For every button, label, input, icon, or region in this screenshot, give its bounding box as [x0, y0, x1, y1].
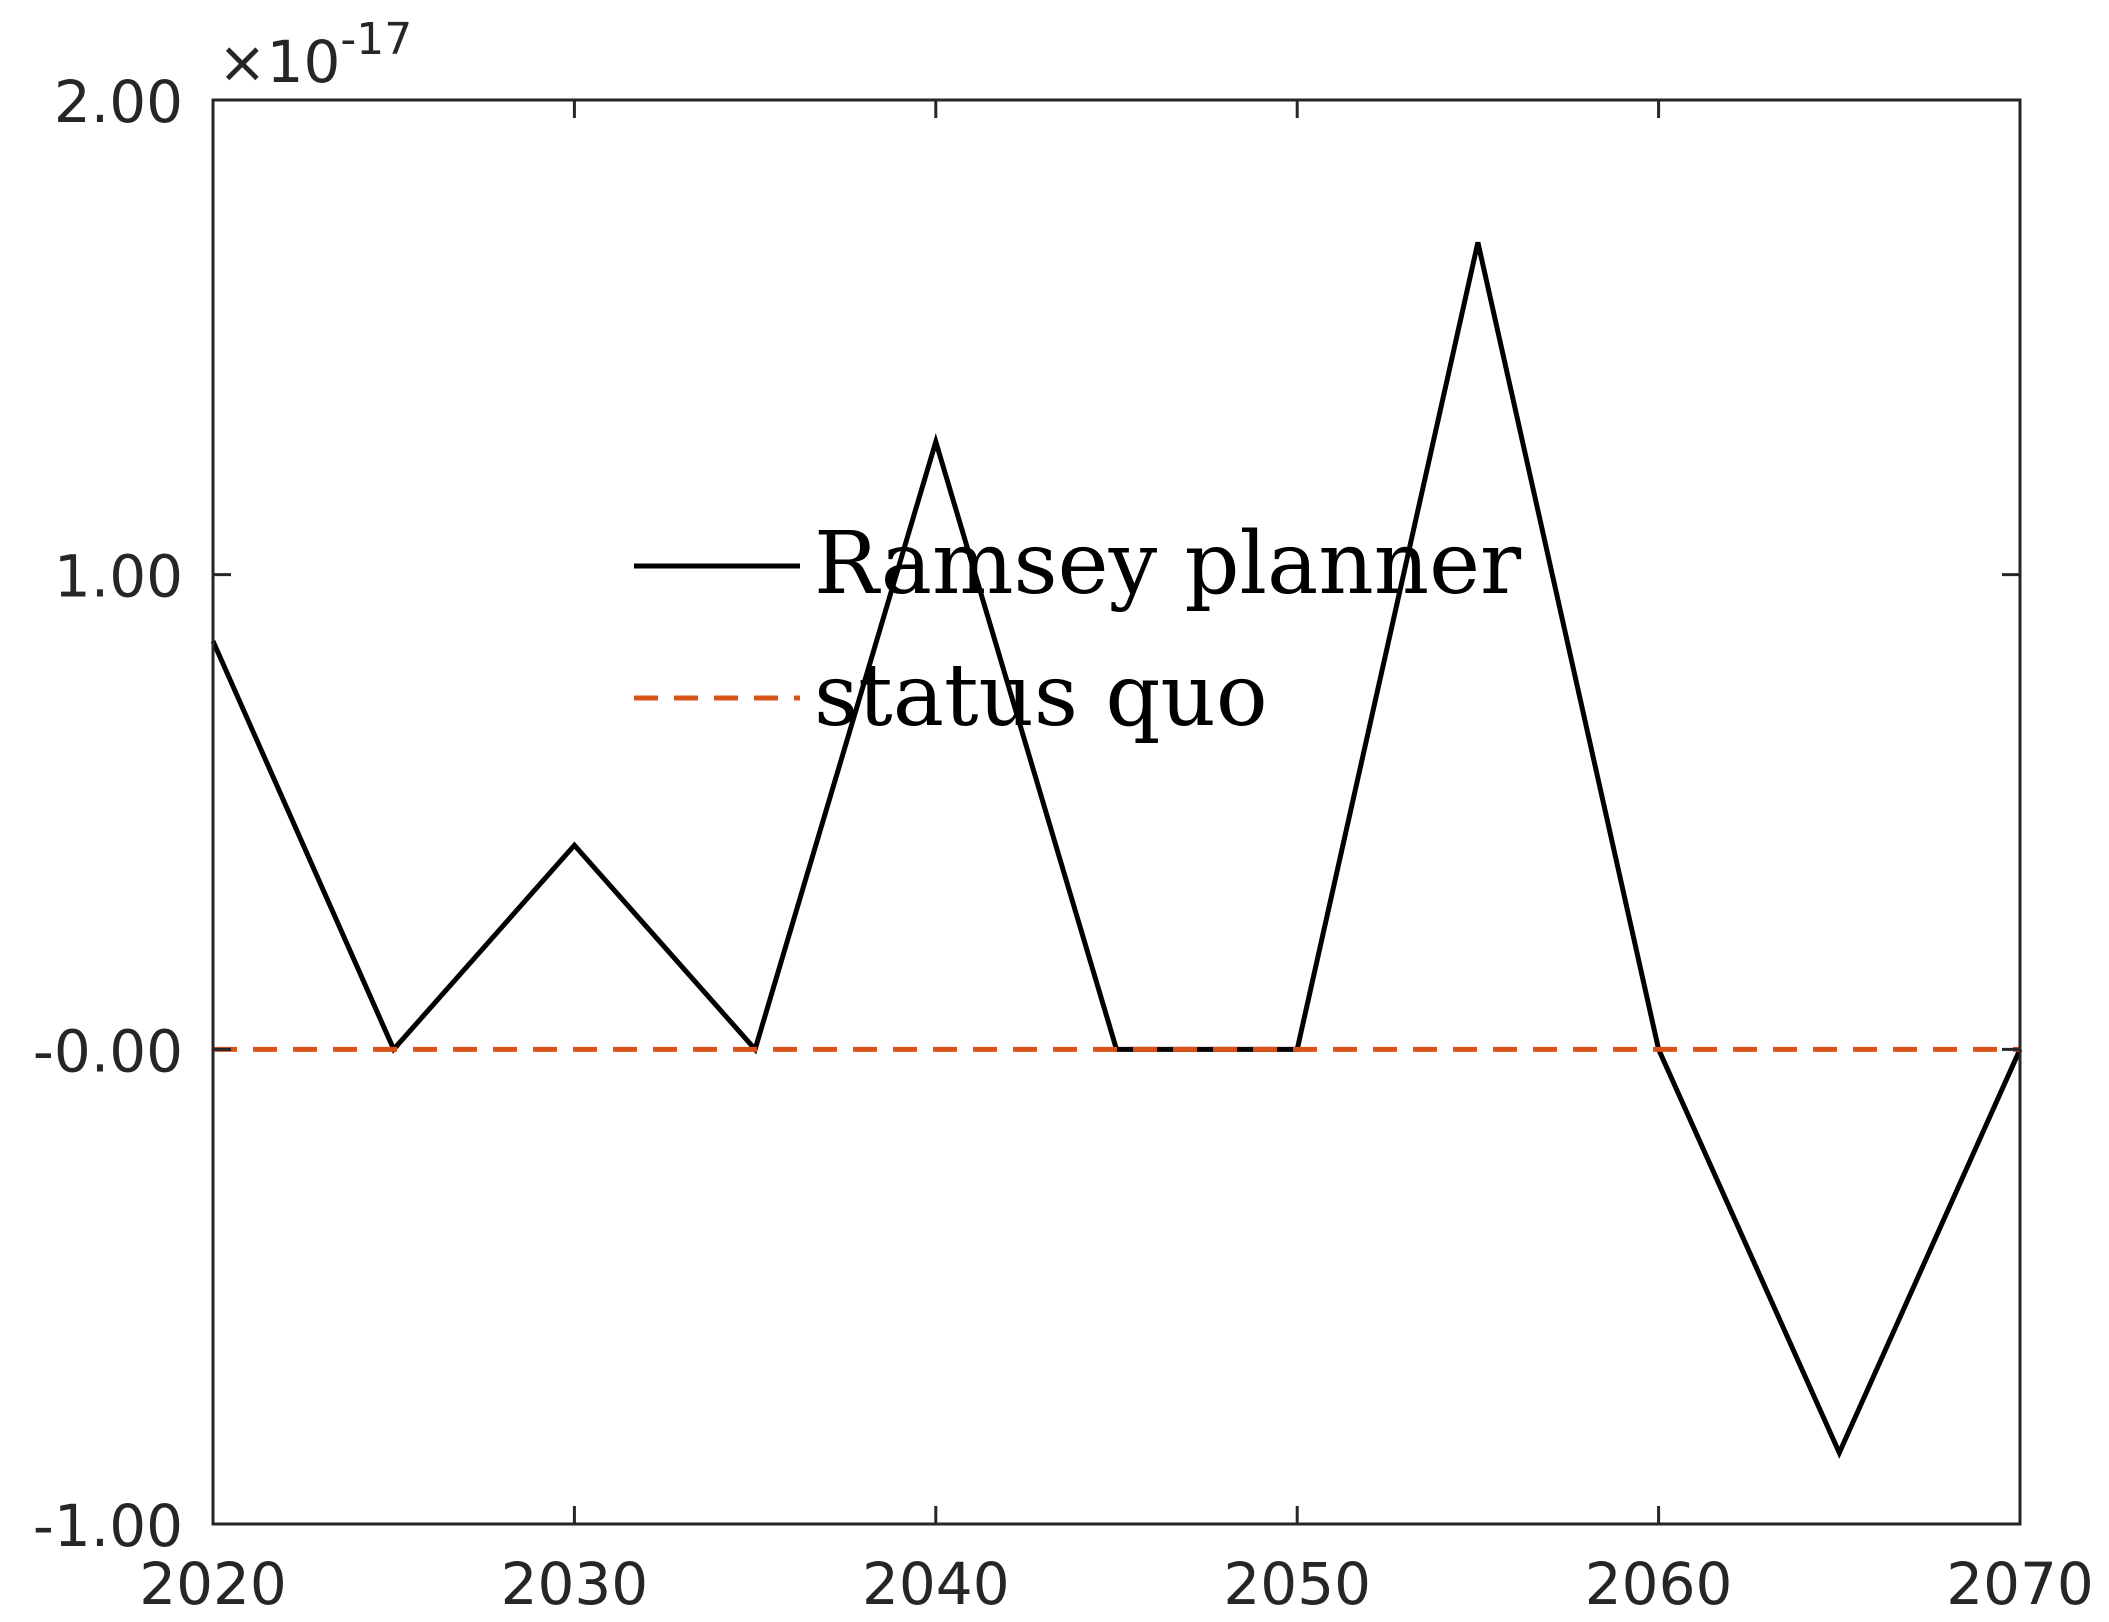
- data-point-status-quo: [755, 1049, 756, 1050]
- x-tick-label: 2050: [1223, 1550, 1371, 1618]
- legend-label-status-quo: status quo: [814, 646, 1268, 746]
- data-point-status-quo: [574, 1049, 575, 1050]
- plot-area: [213, 100, 2020, 1524]
- data-point-status-quo: [1839, 1049, 1840, 1050]
- legend: Ramsey planner status quo: [634, 514, 1522, 746]
- y-tick-label: -1.00: [33, 1492, 183, 1560]
- data-point-status-quo: [1116, 1049, 1117, 1050]
- data-point-status-quo: [393, 1049, 394, 1050]
- data-point-status-quo: [1297, 1049, 1298, 1050]
- y-exponent-label: ×10-17: [218, 14, 412, 96]
- x-tick-label: 2060: [1585, 1550, 1733, 1618]
- legend-label-ramsey-planner: Ramsey planner: [814, 514, 1522, 614]
- data-point-status-quo: [1658, 1049, 1659, 1050]
- y-exponent-superscript: -17: [340, 14, 412, 65]
- y-tick-label: 2.00: [54, 68, 183, 136]
- y-tick-label: 1.00: [54, 543, 183, 611]
- data-point-ramsey-planner: [574, 845, 575, 846]
- series-layer: [210, 241, 2023, 1459]
- data-point-status-quo: [935, 1049, 936, 1050]
- x-tick-label: 2070: [1946, 1550, 2094, 1618]
- x-tick-label: 2030: [501, 1550, 649, 1618]
- axes-box: [211, 98, 2022, 1526]
- y-tick-label: -0.00: [33, 1017, 183, 1085]
- tick-layer: 2020 2030 2040 2050 2060 2070 2.00 1.00 -0.00 -1.…: [33, 68, 2094, 1618]
- data-point-ramsey-planner: [1477, 242, 1478, 243]
- data-point-status-quo: [1477, 1049, 1478, 1050]
- x-tick-label: 2020: [139, 1550, 287, 1618]
- data-point-ramsey-planner: [935, 441, 936, 442]
- x-tick-label: 2040: [862, 1550, 1010, 1618]
- data-point-ramsey-planner: [1839, 1452, 1840, 1453]
